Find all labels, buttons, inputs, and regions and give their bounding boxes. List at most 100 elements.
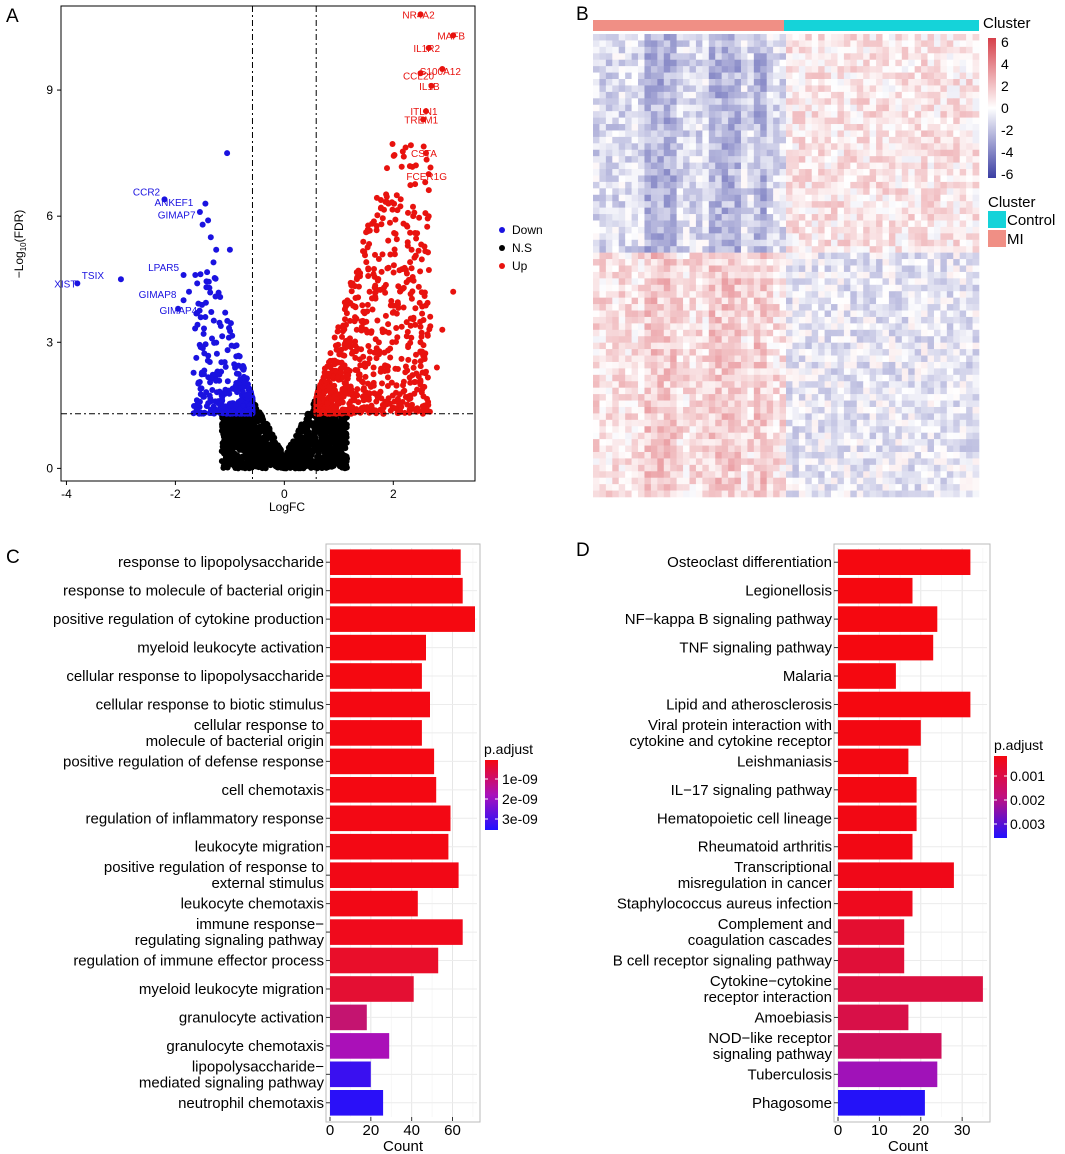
heatmap-cell [766, 233, 774, 241]
heatmap-cell [869, 252, 877, 260]
heatmap-cell [921, 149, 928, 157]
heatmap-cell [766, 143, 774, 151]
heatmap-cell [625, 246, 632, 253]
heatmap-cell [863, 201, 870, 208]
heatmap-cell [856, 265, 864, 273]
heatmap-cell [908, 149, 915, 157]
heatmap-cell [644, 246, 652, 253]
volcano-point [382, 312, 389, 319]
heatmap-cell [876, 252, 883, 260]
heatmap-cell [863, 226, 870, 234]
heatmap-cell [811, 34, 819, 41]
heatmap-cell [753, 226, 761, 234]
heatmap-cell [856, 98, 864, 106]
heatmap-cell [760, 34, 767, 41]
heatmap-cell [940, 53, 948, 61]
heatmap-cell [805, 53, 813, 61]
heatmap-cell [888, 278, 896, 286]
volcano-point [331, 334, 338, 341]
heatmap-cell [876, 156, 883, 163]
heatmap-cell [734, 214, 742, 221]
heatmap-cell [663, 226, 671, 234]
heatmap-cell [670, 136, 677, 144]
heatmap-cell [959, 162, 967, 170]
heatmap-cell [695, 252, 703, 260]
heatmap-cell [811, 265, 819, 273]
heatmap-cell [753, 117, 761, 125]
heatmap-cell [612, 201, 620, 208]
heatmap-cell [740, 149, 748, 157]
heatmap-cell [876, 104, 883, 112]
heatmap-cell [721, 117, 729, 125]
volcano-point [204, 269, 211, 276]
heatmap-cell [927, 194, 935, 202]
heatmap-cell [740, 117, 748, 125]
heatmap-cell [657, 226, 665, 234]
heatmap-cell [882, 284, 890, 292]
heatmap-cell [953, 104, 960, 112]
heatmap-cell [850, 239, 858, 247]
volcano-point [325, 371, 332, 378]
heatmap-cell [708, 130, 716, 138]
volcano-point [220, 433, 227, 440]
volcano-point [244, 392, 251, 399]
heatmap-cell [740, 111, 748, 118]
heatmap-cell [940, 98, 948, 106]
heatmap-cell [933, 91, 941, 99]
heatmap-cell [715, 111, 722, 118]
heatmap-cell [702, 136, 710, 144]
heatmap-cell [792, 175, 800, 183]
heatmap-cell [612, 143, 620, 151]
heatmap-cell [702, 278, 710, 286]
heatmap-cell [644, 201, 652, 208]
heatmap-cell [863, 265, 870, 273]
heatmap-cell [850, 156, 858, 163]
volcano-point [333, 346, 340, 353]
heatmap-cell [966, 143, 973, 151]
heatmap-cell [946, 252, 954, 260]
heatmap-cell [625, 284, 632, 292]
heatmap-cell [760, 59, 767, 67]
volcano-point [342, 453, 349, 460]
heatmap-cell [953, 169, 960, 176]
heatmap-cell [805, 207, 813, 215]
heatmap-cell [831, 104, 838, 112]
heatmap-cell [766, 226, 774, 234]
heatmap-cell [721, 259, 729, 266]
volcano-point [403, 270, 410, 277]
heatmap-cell [650, 278, 658, 286]
heatmap-cell [876, 201, 883, 208]
volcano-point [418, 333, 425, 340]
heatmap-cell [921, 85, 928, 93]
volcano-point [259, 464, 266, 471]
volcano-point [388, 379, 395, 386]
heatmap-cell [618, 85, 626, 93]
heatmap-cell [914, 175, 922, 183]
heatmap-cell [625, 85, 632, 93]
heatmap-cell [650, 85, 658, 93]
heatmap-cell [921, 246, 928, 253]
heatmap-cell [818, 162, 825, 170]
heatmap-cell [856, 79, 864, 86]
heatmap-cell [837, 136, 845, 144]
heatmap-cell [644, 85, 652, 93]
heatmap-cell [715, 181, 722, 189]
volcano-point [305, 429, 311, 436]
heatmap-cell [908, 117, 915, 125]
volcano-point [339, 399, 346, 406]
volcano-point [414, 386, 421, 393]
heatmap-cell [831, 252, 838, 260]
heatmap-cell [914, 169, 922, 176]
volcano-point [424, 332, 431, 339]
heatmap-cell [599, 207, 607, 215]
heatmap-cell [940, 175, 948, 183]
heatmap-cell [760, 46, 767, 54]
heatmap-cell [850, 252, 858, 260]
heatmap-cell [882, 265, 890, 273]
heatmap-cell [882, 79, 890, 86]
heatmap-cell [683, 226, 690, 234]
heatmap-cell [631, 79, 639, 86]
heatmap-cell [676, 226, 684, 234]
heatmap-cell [766, 72, 774, 80]
volcano-point [416, 214, 423, 221]
